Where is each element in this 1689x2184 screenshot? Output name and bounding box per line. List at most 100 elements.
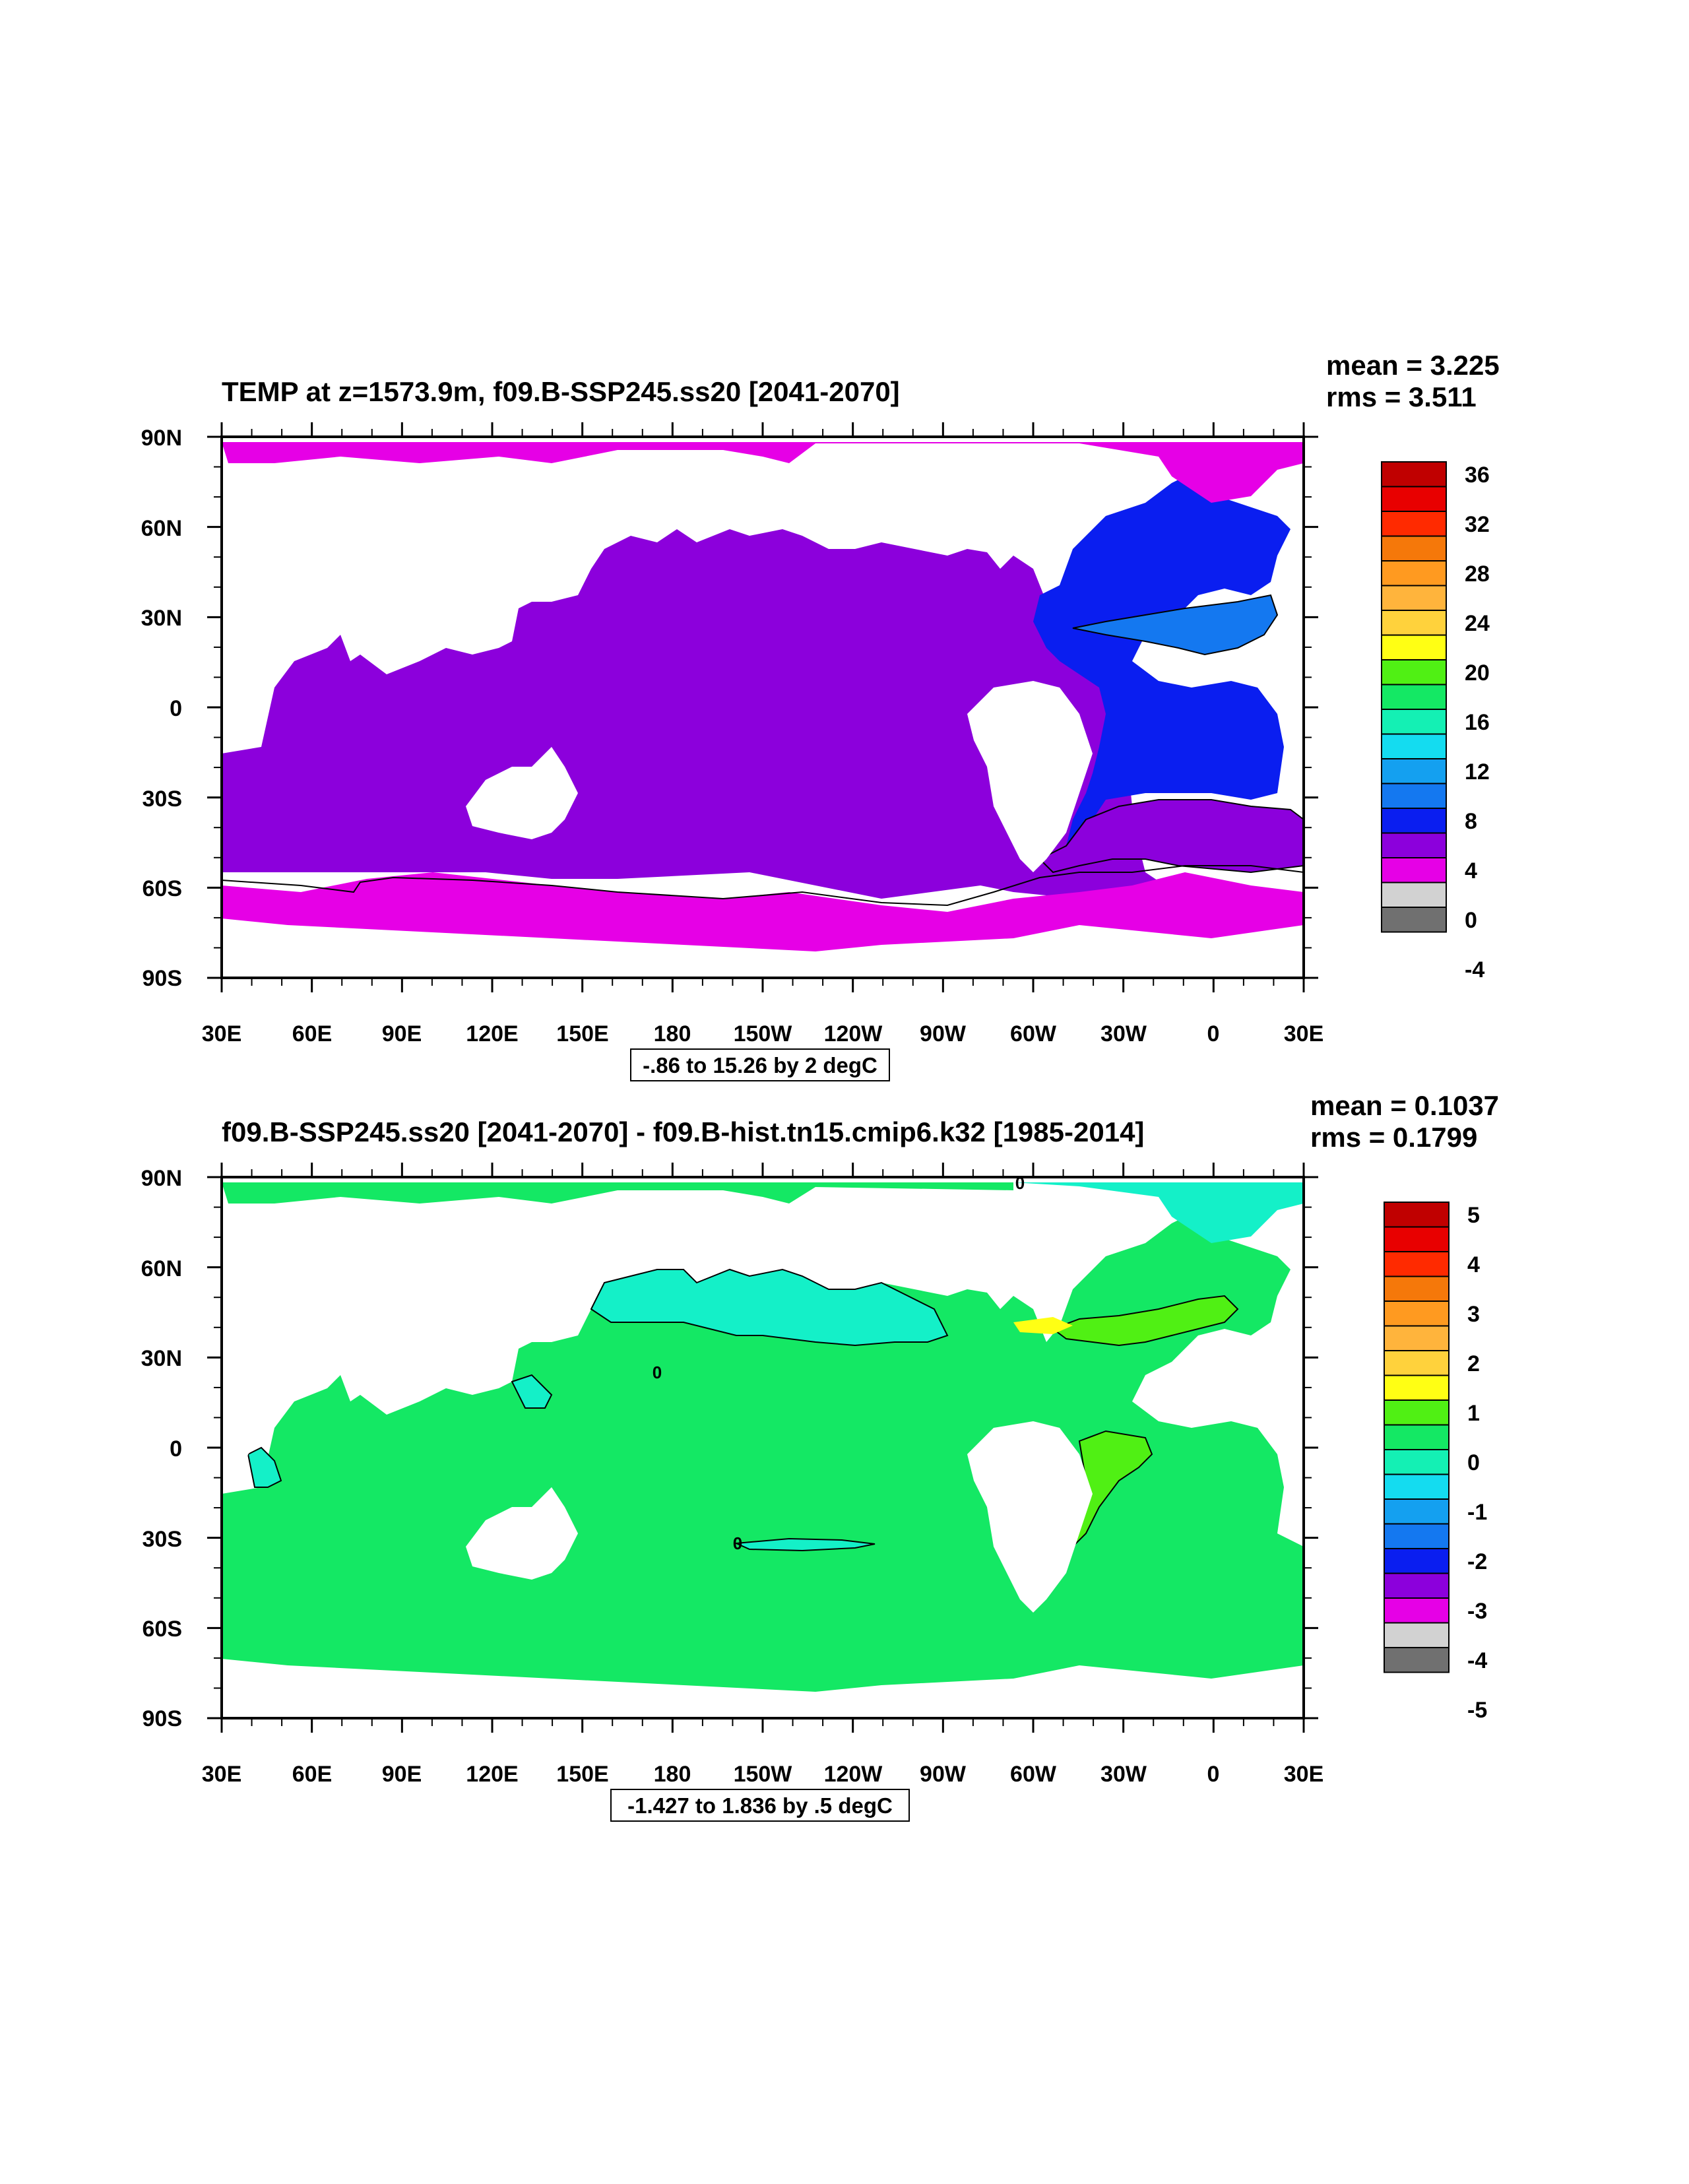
colorbar-swatch bbox=[1381, 610, 1447, 636]
bottom-lat-30n: 30N bbox=[141, 1346, 182, 1371]
bottom-lon-30e-right: 30E bbox=[1284, 1762, 1324, 1787]
colorbar-swatch bbox=[1384, 1350, 1450, 1376]
top-south-america-land bbox=[967, 681, 1093, 872]
bottom-lon-90e: 90E bbox=[382, 1762, 422, 1787]
top-title: TEMP at z=1573.9m, f09.B-SSP245.ss20 [20… bbox=[222, 376, 900, 407]
colorbar-swatch bbox=[1384, 1473, 1450, 1500]
bottom-lat-60s: 60S bbox=[143, 1617, 183, 1642]
top-colorbar: 36 32 28 24 20 16 12 8 4 0 -4 bbox=[1381, 461, 1490, 982]
colorbar-swatch bbox=[1381, 461, 1447, 488]
colorbar-label: 32 bbox=[1465, 512, 1490, 537]
colorbar-swatch bbox=[1384, 1498, 1450, 1525]
colorbar-swatch bbox=[1384, 1647, 1450, 1673]
colorbar-swatch bbox=[1381, 511, 1447, 537]
bottom-atlantic-warm bbox=[1051, 1295, 1239, 1347]
colorbar-swatch bbox=[1384, 1622, 1450, 1648]
bottom-arctic-cool bbox=[1013, 1182, 1304, 1243]
top-lat-labels: 90N 60N 30N 0 30S 60S 90S bbox=[141, 426, 182, 991]
colorbar-label: 12 bbox=[1465, 759, 1490, 785]
bottom-australia-land bbox=[466, 1487, 578, 1580]
colorbar-label: 36 bbox=[1465, 463, 1490, 488]
top-ocean-main bbox=[222, 529, 1192, 899]
top-atlantic-region bbox=[1033, 476, 1291, 846]
bottom-south-america-land bbox=[967, 1421, 1093, 1613]
top-lon-150e: 150E bbox=[556, 1021, 608, 1046]
colorbar-swatch bbox=[1381, 783, 1447, 809]
bottom-range-label: -1.427 to 1.836 by .5 degC bbox=[627, 1793, 893, 1818]
colorbar-swatch bbox=[1381, 659, 1447, 686]
top-lon-0: 0 bbox=[1207, 1021, 1220, 1046]
bottom-lon-150w: 150W bbox=[734, 1762, 793, 1787]
bottom-hot-spot bbox=[1013, 1317, 1073, 1334]
colorbar-swatch bbox=[1384, 1325, 1450, 1351]
colorbar-swatch bbox=[1384, 1548, 1450, 1574]
colorbar-label: 4 bbox=[1467, 1252, 1480, 1277]
colorbar-label: -4 bbox=[1465, 957, 1484, 982]
colorbar-label: 8 bbox=[1465, 809, 1477, 834]
bottom-contour-label-3: 0 bbox=[733, 1533, 742, 1553]
bottom-lon-0: 0 bbox=[1207, 1762, 1220, 1787]
top-map bbox=[207, 422, 1318, 992]
colorbar-swatch bbox=[1384, 1597, 1450, 1624]
bottom-lat-30s: 30S bbox=[143, 1527, 183, 1552]
colorbar-swatch bbox=[1384, 1202, 1450, 1228]
bottom-lon-30e: 30E bbox=[202, 1762, 242, 1787]
colorbar-label: 20 bbox=[1465, 660, 1490, 686]
top-lon-60w: 60W bbox=[1010, 1021, 1057, 1046]
colorbar-swatch bbox=[1381, 684, 1447, 710]
top-lat-60s: 60S bbox=[143, 876, 183, 901]
bottom-rms-label: rms = 0.1799 bbox=[1310, 1122, 1477, 1153]
colorbar-swatch bbox=[1381, 634, 1447, 660]
colorbar-swatch bbox=[1384, 1301, 1450, 1327]
top-lon-30e-right: 30E bbox=[1284, 1021, 1324, 1046]
colorbar-swatch bbox=[1381, 733, 1447, 759]
colorbar-label: -2 bbox=[1467, 1549, 1487, 1574]
bottom-colorbar: 5 4 3 2 1 0 -1 -2 -3 -4 -5 bbox=[1384, 1202, 1487, 1723]
top-lat-30s: 30S bbox=[143, 787, 183, 812]
colorbar-swatch bbox=[1381, 882, 1447, 908]
colorbar-label: 24 bbox=[1465, 611, 1490, 636]
top-lon-120w: 120W bbox=[824, 1021, 883, 1046]
colorbar-label: -1 bbox=[1467, 1500, 1487, 1525]
top-axis-ticks bbox=[207, 422, 1318, 992]
top-lat-90n: 90N bbox=[141, 426, 182, 451]
bottom-contour-label-1: 0 bbox=[653, 1363, 662, 1382]
colorbar-swatch bbox=[1384, 1572, 1450, 1599]
colorbar-swatch bbox=[1381, 709, 1447, 735]
top-lon-30e: 30E bbox=[202, 1021, 242, 1046]
colorbar-label: 16 bbox=[1465, 710, 1490, 735]
colorbar-label: 1 bbox=[1467, 1401, 1480, 1426]
bottom-lat-90n: 90N bbox=[141, 1166, 182, 1191]
colorbar-swatch bbox=[1384, 1399, 1450, 1426]
top-lon-120e: 120E bbox=[466, 1021, 518, 1046]
bottom-lon-120e: 120E bbox=[466, 1762, 518, 1787]
bottom-indian-cool bbox=[247, 1446, 282, 1488]
top-lon-30w: 30W bbox=[1100, 1021, 1147, 1046]
colorbar-label: 28 bbox=[1465, 562, 1490, 587]
bottom-pacific-cool-streak bbox=[734, 1537, 876, 1552]
colorbar-swatch bbox=[1381, 832, 1447, 858]
bottom-lon-30w: 30W bbox=[1100, 1762, 1147, 1787]
bottom-lon-120w: 120W bbox=[824, 1762, 883, 1787]
colorbar-swatch bbox=[1384, 1226, 1450, 1252]
bottom-lat-0: 0 bbox=[170, 1436, 182, 1461]
colorbar-swatch bbox=[1381, 535, 1447, 562]
bottom-maritime-cool bbox=[511, 1374, 553, 1409]
top-lon-labels: 30E 60E 90E 120E 150E 180 150W 120W 90W … bbox=[202, 1021, 1324, 1046]
top-lat-90s: 90S bbox=[143, 966, 183, 991]
bottom-lon-60e: 60E bbox=[292, 1762, 333, 1787]
colorbar-swatch bbox=[1384, 1374, 1450, 1401]
colorbar-label: 0 bbox=[1465, 908, 1477, 933]
colorbar-label: 3 bbox=[1467, 1302, 1480, 1327]
top-rms-label: rms = 3.511 bbox=[1326, 381, 1477, 412]
top-arctic-ocean bbox=[222, 442, 1304, 503]
top-panel: TEMP at z=1573.9m, f09.B-SSP245.ss20 [20… bbox=[141, 350, 1500, 1081]
colorbar-label: -4 bbox=[1467, 1648, 1487, 1673]
bottom-lat-labels: 90N 60N 30N 0 30S 60S 90S bbox=[141, 1166, 182, 1731]
top-lon-90e: 90E bbox=[382, 1021, 422, 1046]
top-lon-180: 180 bbox=[654, 1021, 691, 1046]
bottom-panel: f09.B-SSP245.ss20 [2041-2070] - f09.B-hi… bbox=[141, 1090, 1499, 1822]
top-range-box bbox=[630, 1048, 890, 1081]
colorbar-swatch bbox=[1384, 1523, 1450, 1549]
